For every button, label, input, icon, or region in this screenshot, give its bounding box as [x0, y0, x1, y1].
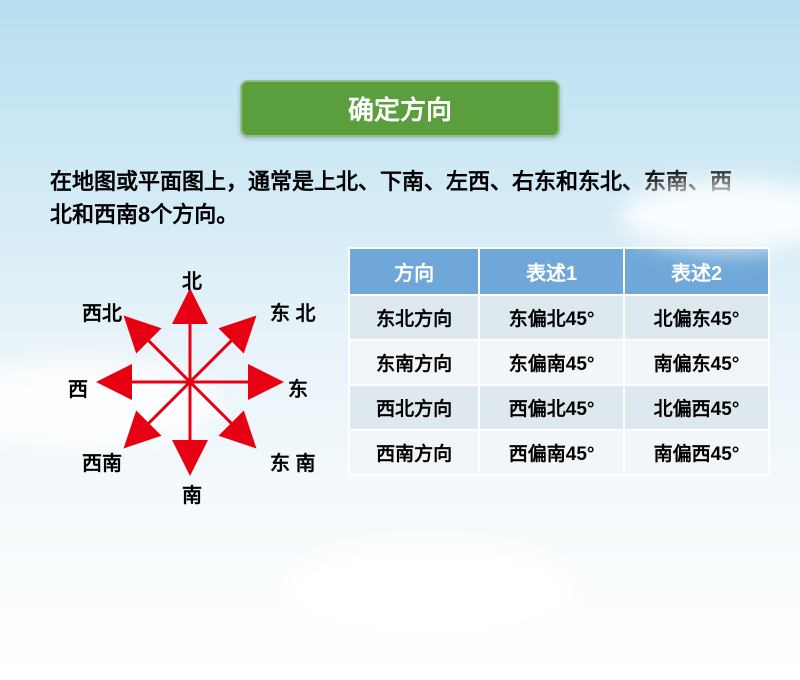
- table-cell: 南偏西45°: [624, 430, 769, 475]
- compass-label: 东 北: [270, 297, 316, 326]
- table-header-cell: 表述2: [624, 248, 769, 295]
- table-cell: 北偏西45°: [624, 385, 769, 430]
- table-cell: 西偏北45°: [479, 385, 624, 430]
- table-header-cell: 方向: [349, 248, 479, 295]
- compass-label: 西北: [82, 297, 122, 326]
- title-banner: 确定方向: [240, 80, 560, 137]
- table-cell: 东偏北45°: [479, 295, 624, 340]
- table-header-row: 方向表述1表述2: [349, 248, 769, 295]
- compass-label: 西南: [82, 447, 122, 476]
- table-cell: 东北方向: [349, 295, 479, 340]
- bg-cloud: [280, 540, 580, 640]
- compass-label: 东: [288, 373, 308, 402]
- table-row: 东南方向东偏南45°南偏东45°: [349, 340, 769, 385]
- table-row: 西北方向西偏北45°北偏西45°: [349, 385, 769, 430]
- compass-label: 东 南: [270, 447, 316, 476]
- table-body: 东北方向东偏北45°北偏东45°东南方向东偏南45°南偏东45°西北方向西偏北4…: [349, 295, 769, 475]
- table-cell: 东偏南45°: [479, 340, 624, 385]
- compass-label: 西: [68, 373, 88, 402]
- table-cell: 北偏东45°: [624, 295, 769, 340]
- table-cell: 西南方向: [349, 430, 479, 475]
- table-cell: 西北方向: [349, 385, 479, 430]
- compass-label: 北: [182, 265, 202, 294]
- compass-diagram: 北南 西 东 东 北东 南 西北西南: [30, 247, 340, 507]
- direction-table: 方向表述1表述2 东北方向东偏北45°北偏东45°东南方向东偏南45°南偏东45…: [348, 247, 770, 476]
- content-row: 北南 西 东 东 北东 南 西北西南 方向表述1表述2 东北方向东偏北45°北偏东45°…: [30, 247, 770, 507]
- table-header-cell: 表述1: [479, 248, 624, 295]
- table-cell: 南偏东45°: [624, 340, 769, 385]
- table-row: 东北方向东偏北45°北偏东45°: [349, 295, 769, 340]
- table-cell: 西偏南45°: [479, 430, 624, 475]
- table-cell: 东南方向: [349, 340, 479, 385]
- compass-label: 南: [182, 479, 202, 508]
- table-row: 西南方向西偏南45°南偏西45°: [349, 430, 769, 475]
